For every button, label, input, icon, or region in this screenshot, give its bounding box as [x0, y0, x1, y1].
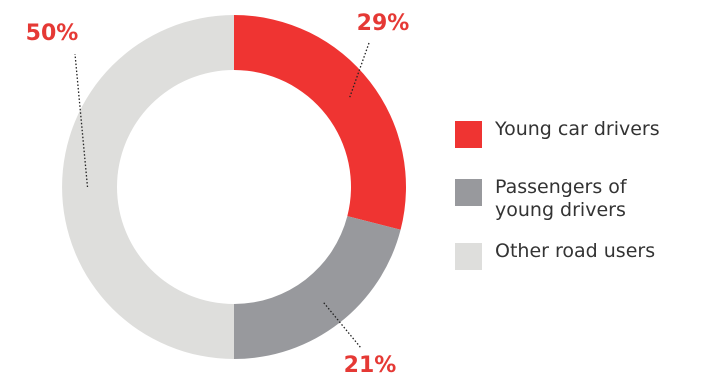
leader-line-passengers [323, 302, 362, 349]
legend-swatch-young-car-drivers [455, 121, 482, 148]
legend-item-other-road-users: Other road users [455, 237, 695, 293]
legend-label-passengers: Passengers of young drivers [495, 176, 627, 221]
leader-line-young-car-drivers [349, 42, 370, 98]
slice-other-road-users [62, 15, 234, 359]
legend-item-young-car-drivers: Young car drivers [455, 115, 695, 171]
slice-passengers [234, 216, 401, 359]
legend: Young car drivers Passengers of young dr… [455, 115, 695, 295]
legend-item-passengers: Passengers of young drivers [455, 173, 695, 235]
legend-label-other-road-users: Other road users [495, 240, 656, 262]
legend-swatch-other-road-users [455, 243, 482, 270]
legend-label-young-car-drivers: Young car drivers [495, 118, 660, 140]
data-label-young-car-drivers: 29% [357, 11, 410, 36]
data-label-other-road-users: 50% [26, 21, 79, 46]
leader-line-other-road-users [74, 53, 89, 188]
data-label-passengers: 21% [344, 353, 397, 378]
slice-young-car-drivers [234, 15, 407, 230]
legend-swatch-passengers [455, 179, 482, 206]
